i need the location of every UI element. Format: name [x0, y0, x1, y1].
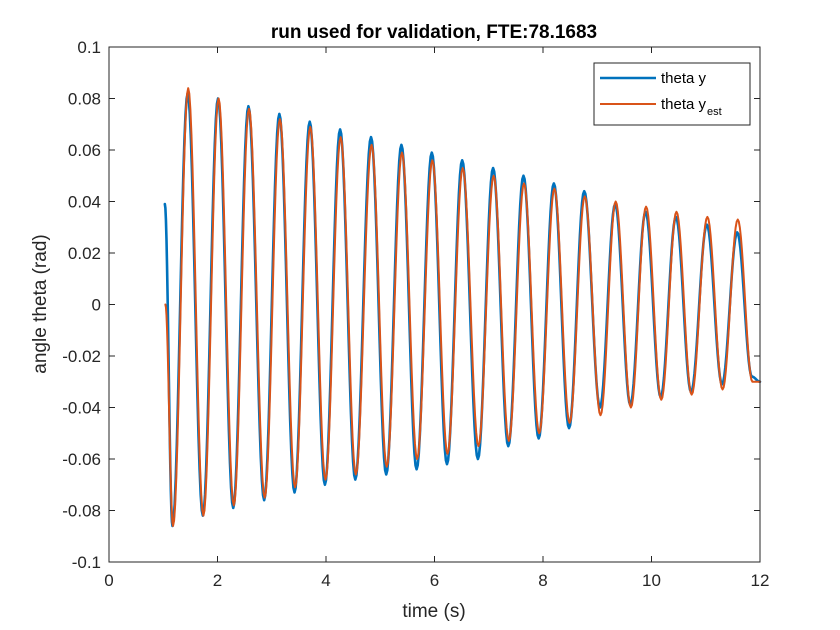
y-tick-label: -0.1 [72, 553, 101, 572]
plot-area [109, 47, 760, 562]
y-tick-label: 0.04 [68, 193, 101, 212]
x-tick-label: 4 [321, 571, 330, 590]
y-tick-label: -0.08 [62, 502, 101, 521]
legend-box [593, 62, 751, 126]
x-tick-label: 10 [642, 571, 661, 590]
y-tick-label: -0.02 [62, 347, 101, 366]
y-tick-label: 0.02 [68, 244, 101, 263]
y-tick-label: -0.06 [62, 450, 101, 469]
x-tick-label: 6 [430, 571, 439, 590]
legend: theta y theta yest [593, 62, 751, 126]
x-tick-label: 2 [213, 571, 222, 590]
series-layer [163, 87, 762, 528]
legend-entry-theta-y-est-subscript: est [707, 106, 722, 118]
legend-entry-theta-y: theta y [661, 70, 707, 87]
series-line-theta-y-est [164, 87, 761, 527]
y-tick-label: 0.06 [68, 141, 101, 160]
x-tick-label: 8 [538, 571, 547, 590]
y-tick-label: 0 [92, 296, 101, 315]
x-axis-label: time (s) [402, 601, 465, 622]
y-tick-label: -0.04 [62, 399, 101, 418]
y-tick-label: 0.1 [77, 38, 101, 57]
axes: 0 2 4 6 8 10 12 -0.1 -0.08 -0.06 -0.04 -0.02 0 0.02 0.… [62, 38, 769, 590]
y-tick-label: 0.08 [68, 90, 101, 109]
legend-entry-theta-y-est-main: theta y [661, 96, 707, 113]
chart-title: run used for validation, FTE:78.1683 [271, 22, 597, 43]
y-axis-label: angle theta (rad) [30, 234, 51, 373]
x-tick-label: 12 [751, 571, 770, 590]
x-tick-label: 0 [104, 571, 113, 590]
legend-entry-theta-y-est: theta yest [661, 96, 722, 118]
